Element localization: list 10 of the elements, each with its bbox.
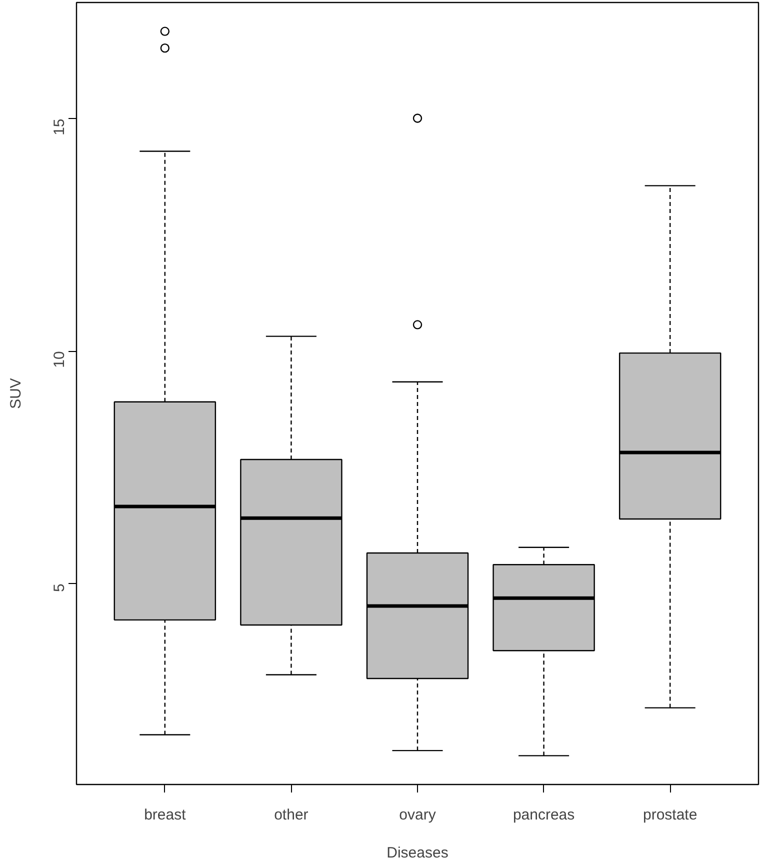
x-tick-label: breast <box>144 806 187 824</box>
y-axis-title: SUV <box>8 378 24 409</box>
x-axis-title: Diseases <box>386 844 448 862</box>
y-tick-label: 15 <box>51 118 68 136</box>
y-tick-label: 10 <box>51 351 68 368</box>
x-tick-label: other <box>274 806 308 824</box>
x-tick-label: prostate <box>642 806 698 824</box>
x-tick-label: ovary <box>399 806 436 824</box>
y-tick-label: 5 <box>51 584 68 592</box>
x-tick-label: pancreas <box>512 806 575 824</box>
